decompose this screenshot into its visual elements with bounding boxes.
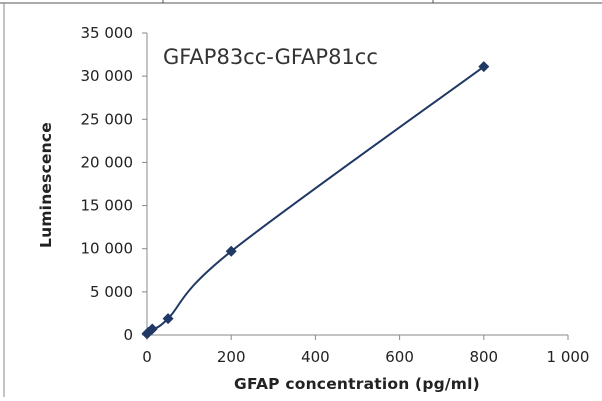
data-point-marker xyxy=(162,313,174,325)
x-tick-label: 1 000 xyxy=(547,348,590,366)
y-tick-label: 15 000 xyxy=(81,197,134,215)
y-tick-label: 35 000 xyxy=(81,24,134,42)
y-tick-label: 25 000 xyxy=(81,110,134,128)
data-point-marker xyxy=(146,323,158,335)
y-tick-label: 0 xyxy=(123,326,133,344)
y-tick-label: 20 000 xyxy=(81,153,134,171)
axes-group xyxy=(146,33,568,336)
data-point-marker xyxy=(225,245,237,257)
data-point-marker xyxy=(478,61,490,73)
x-tick-label: 800 xyxy=(469,348,498,366)
x-tick-label: 200 xyxy=(217,348,246,366)
x-tick-label: 600 xyxy=(385,348,414,366)
x-tick-label: 400 xyxy=(301,348,330,366)
y-axis-title: Luminescence xyxy=(37,122,55,248)
y-tick-label: 30 000 xyxy=(81,67,134,85)
x-tick-label: 0 xyxy=(142,348,152,366)
x-axis-title: GFAP concentration (pg/ml) xyxy=(234,375,480,393)
series-line xyxy=(146,65,485,335)
ticks-group: 0 5 000 10 000 15 000 20 000 25 000 30 000 35 0… xyxy=(81,24,590,366)
y-tick-label: 10 000 xyxy=(81,240,134,258)
series-group xyxy=(141,61,490,340)
y-tick-label: 5 000 xyxy=(90,283,133,301)
chart-title: GFAP83cc-GFAP81cc xyxy=(163,45,378,69)
